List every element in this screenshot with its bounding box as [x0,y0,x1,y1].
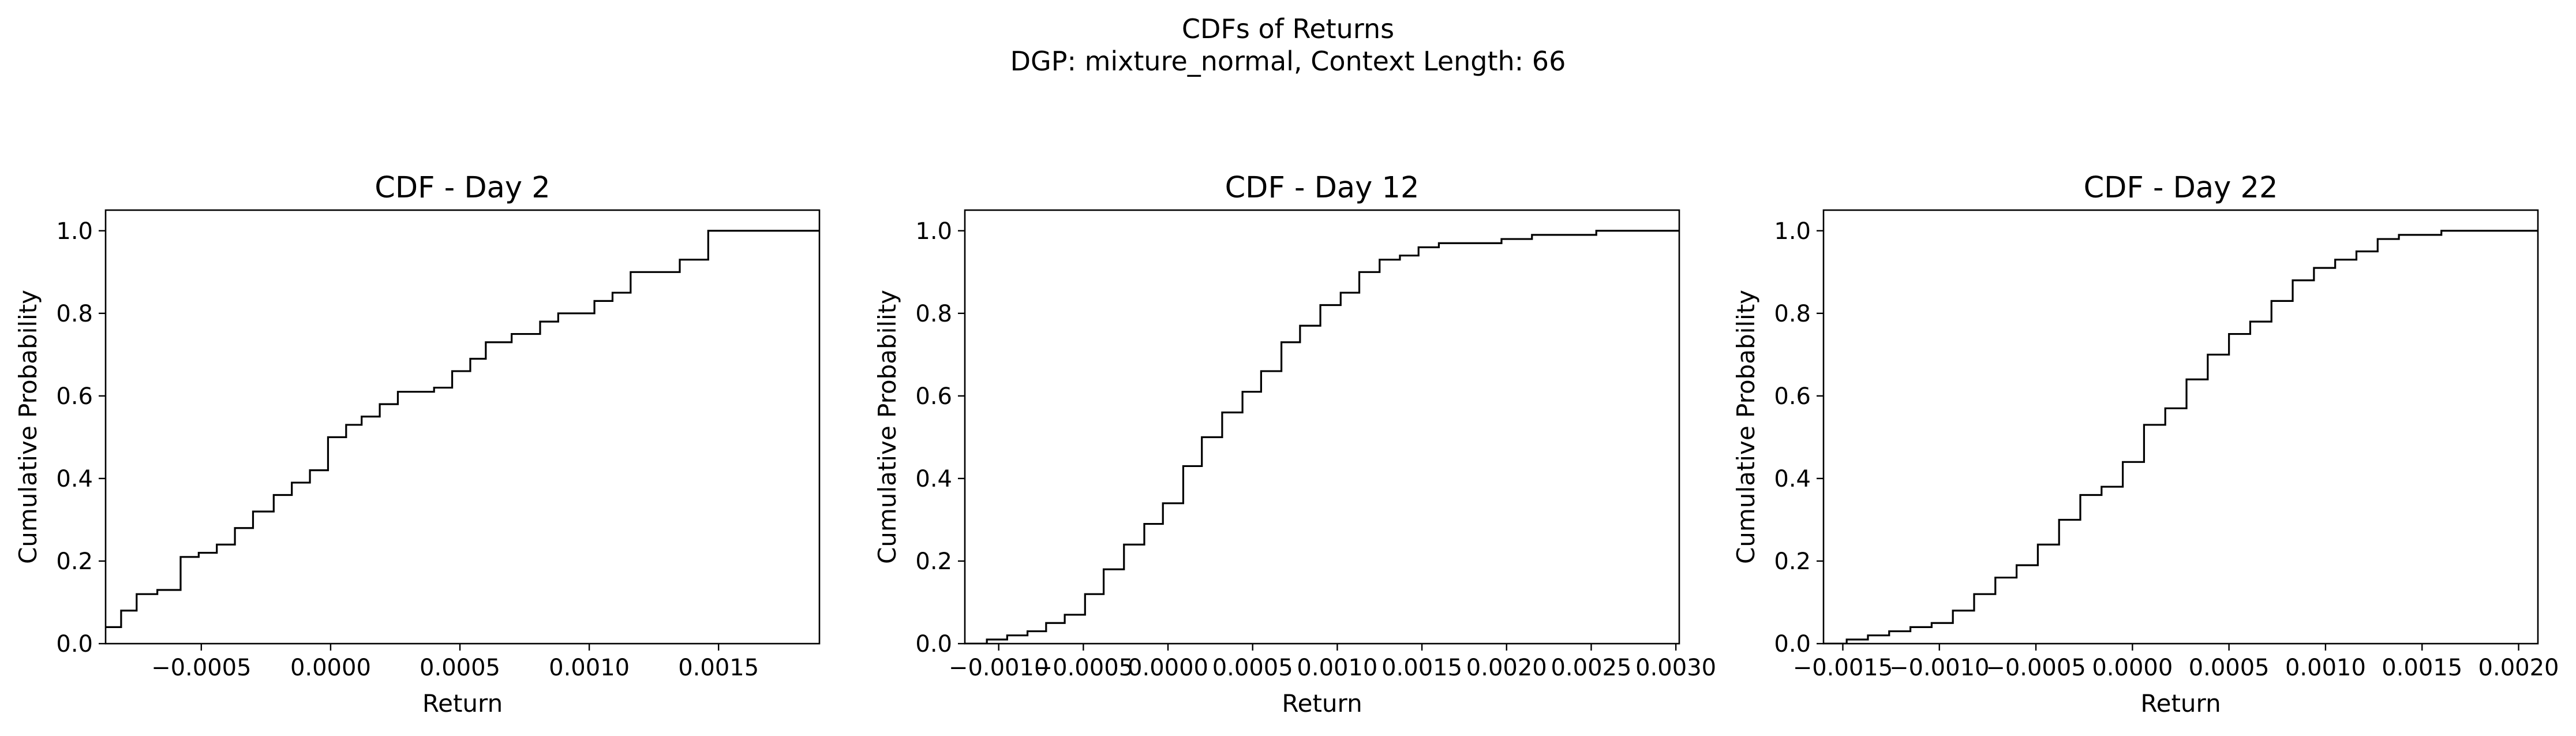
y-axis-label: Cumulative Probability [1732,290,1760,564]
x-tick-label: 0.0020 [2478,655,2559,681]
axes-frame [1822,209,2539,645]
x-axis-label: Return [2140,689,2221,718]
x-tick-label: 0.0015 [678,655,759,681]
y-tick-label: 1.0 [915,218,952,245]
x-tick-label: 0.0000 [290,655,371,681]
figure-suptitle: CDFs of Returns [1182,13,1394,44]
x-tick-label: 0.0025 [1551,655,1631,681]
x-axis-label: Return [422,689,503,718]
cdf-step-line [1824,230,2538,644]
x-tick-label: 0.0000 [2092,655,2173,681]
y-tick-label: 0.2 [56,548,93,575]
y-tick-label: 0.0 [915,631,952,657]
chart-title: CDF - Day 22 [2084,171,2278,205]
y-tick-label: 0.0 [1774,631,1811,657]
x-tick-label: 0.0015 [2382,655,2462,681]
x-tick-label: 0.0030 [1635,655,1716,681]
x-tick-label: 0.0005 [420,655,500,681]
axes-frame [104,209,821,645]
x-tick-label: −0.0010 [949,655,1049,681]
x-tick-label: 0.0010 [1297,655,1377,681]
x-tick-label: 0.0005 [1212,655,1293,681]
y-tick-label: 0.4 [915,466,952,492]
y-tick-label: 1.0 [56,218,93,245]
x-tick-label: −0.0015 [1793,655,1893,681]
x-tick-label: −0.0005 [1986,655,2085,681]
x-tick-label: 0.0000 [1128,655,1208,681]
x-axis-label: Return [1282,689,1362,718]
y-tick-label: 0.6 [1774,383,1811,410]
y-tick-label: 0.4 [1774,466,1811,492]
x-tick-label: 0.0010 [2285,655,2366,681]
y-tick-label: 1.0 [1774,218,1811,245]
y-tick-label: 0.2 [1774,548,1811,575]
x-tick-label: 0.0020 [1466,655,1547,681]
cdf-step-line [106,230,819,628]
chart-panel-cdf-day-2: CDF - Day 2−0.0005 0.0000 0.0005 0.0010 0.00… [14,171,821,718]
x-tick-label: 0.0015 [1381,655,1462,681]
y-axis-label: Cumulative Probability [14,290,42,564]
y-tick-label: 0.6 [915,383,952,410]
y-tick-label: 0.8 [915,301,952,327]
y-tick-label: 0.0 [56,631,93,657]
y-axis-label: Cumulative Probability [873,290,901,564]
y-tick-label: 0.4 [56,466,93,492]
chart-title: CDF - Day 12 [1225,171,1420,205]
chart-panel-cdf-day-22: CDF - Day 22 −0.0015−0.0010−0.0005 0.0000 0… [1732,171,2559,718]
chart-title: CDF - Day 2 [375,171,550,205]
chart-panels: CDF - Day 2−0.0005 0.0000 0.0005 0.0010 0.00… [14,171,2559,718]
y-tick-label: 0.2 [915,548,952,575]
x-tick-label: −0.0010 [1889,655,1989,681]
cdf-step-line [965,230,1679,644]
x-tick-label: −0.0005 [1034,655,1133,681]
x-tick-label: −0.0005 [151,655,251,681]
figure-subtitle: DGP: mixture_normal, Context Length: 66 [1010,46,1566,77]
x-tick-label: 0.0010 [549,655,630,681]
y-tick-label: 0.8 [56,301,93,327]
y-tick-label: 0.8 [1774,301,1811,327]
x-tick-label: 0.0005 [2189,655,2270,681]
axes-frame [964,209,1680,645]
y-tick-label: 0.6 [56,383,93,410]
